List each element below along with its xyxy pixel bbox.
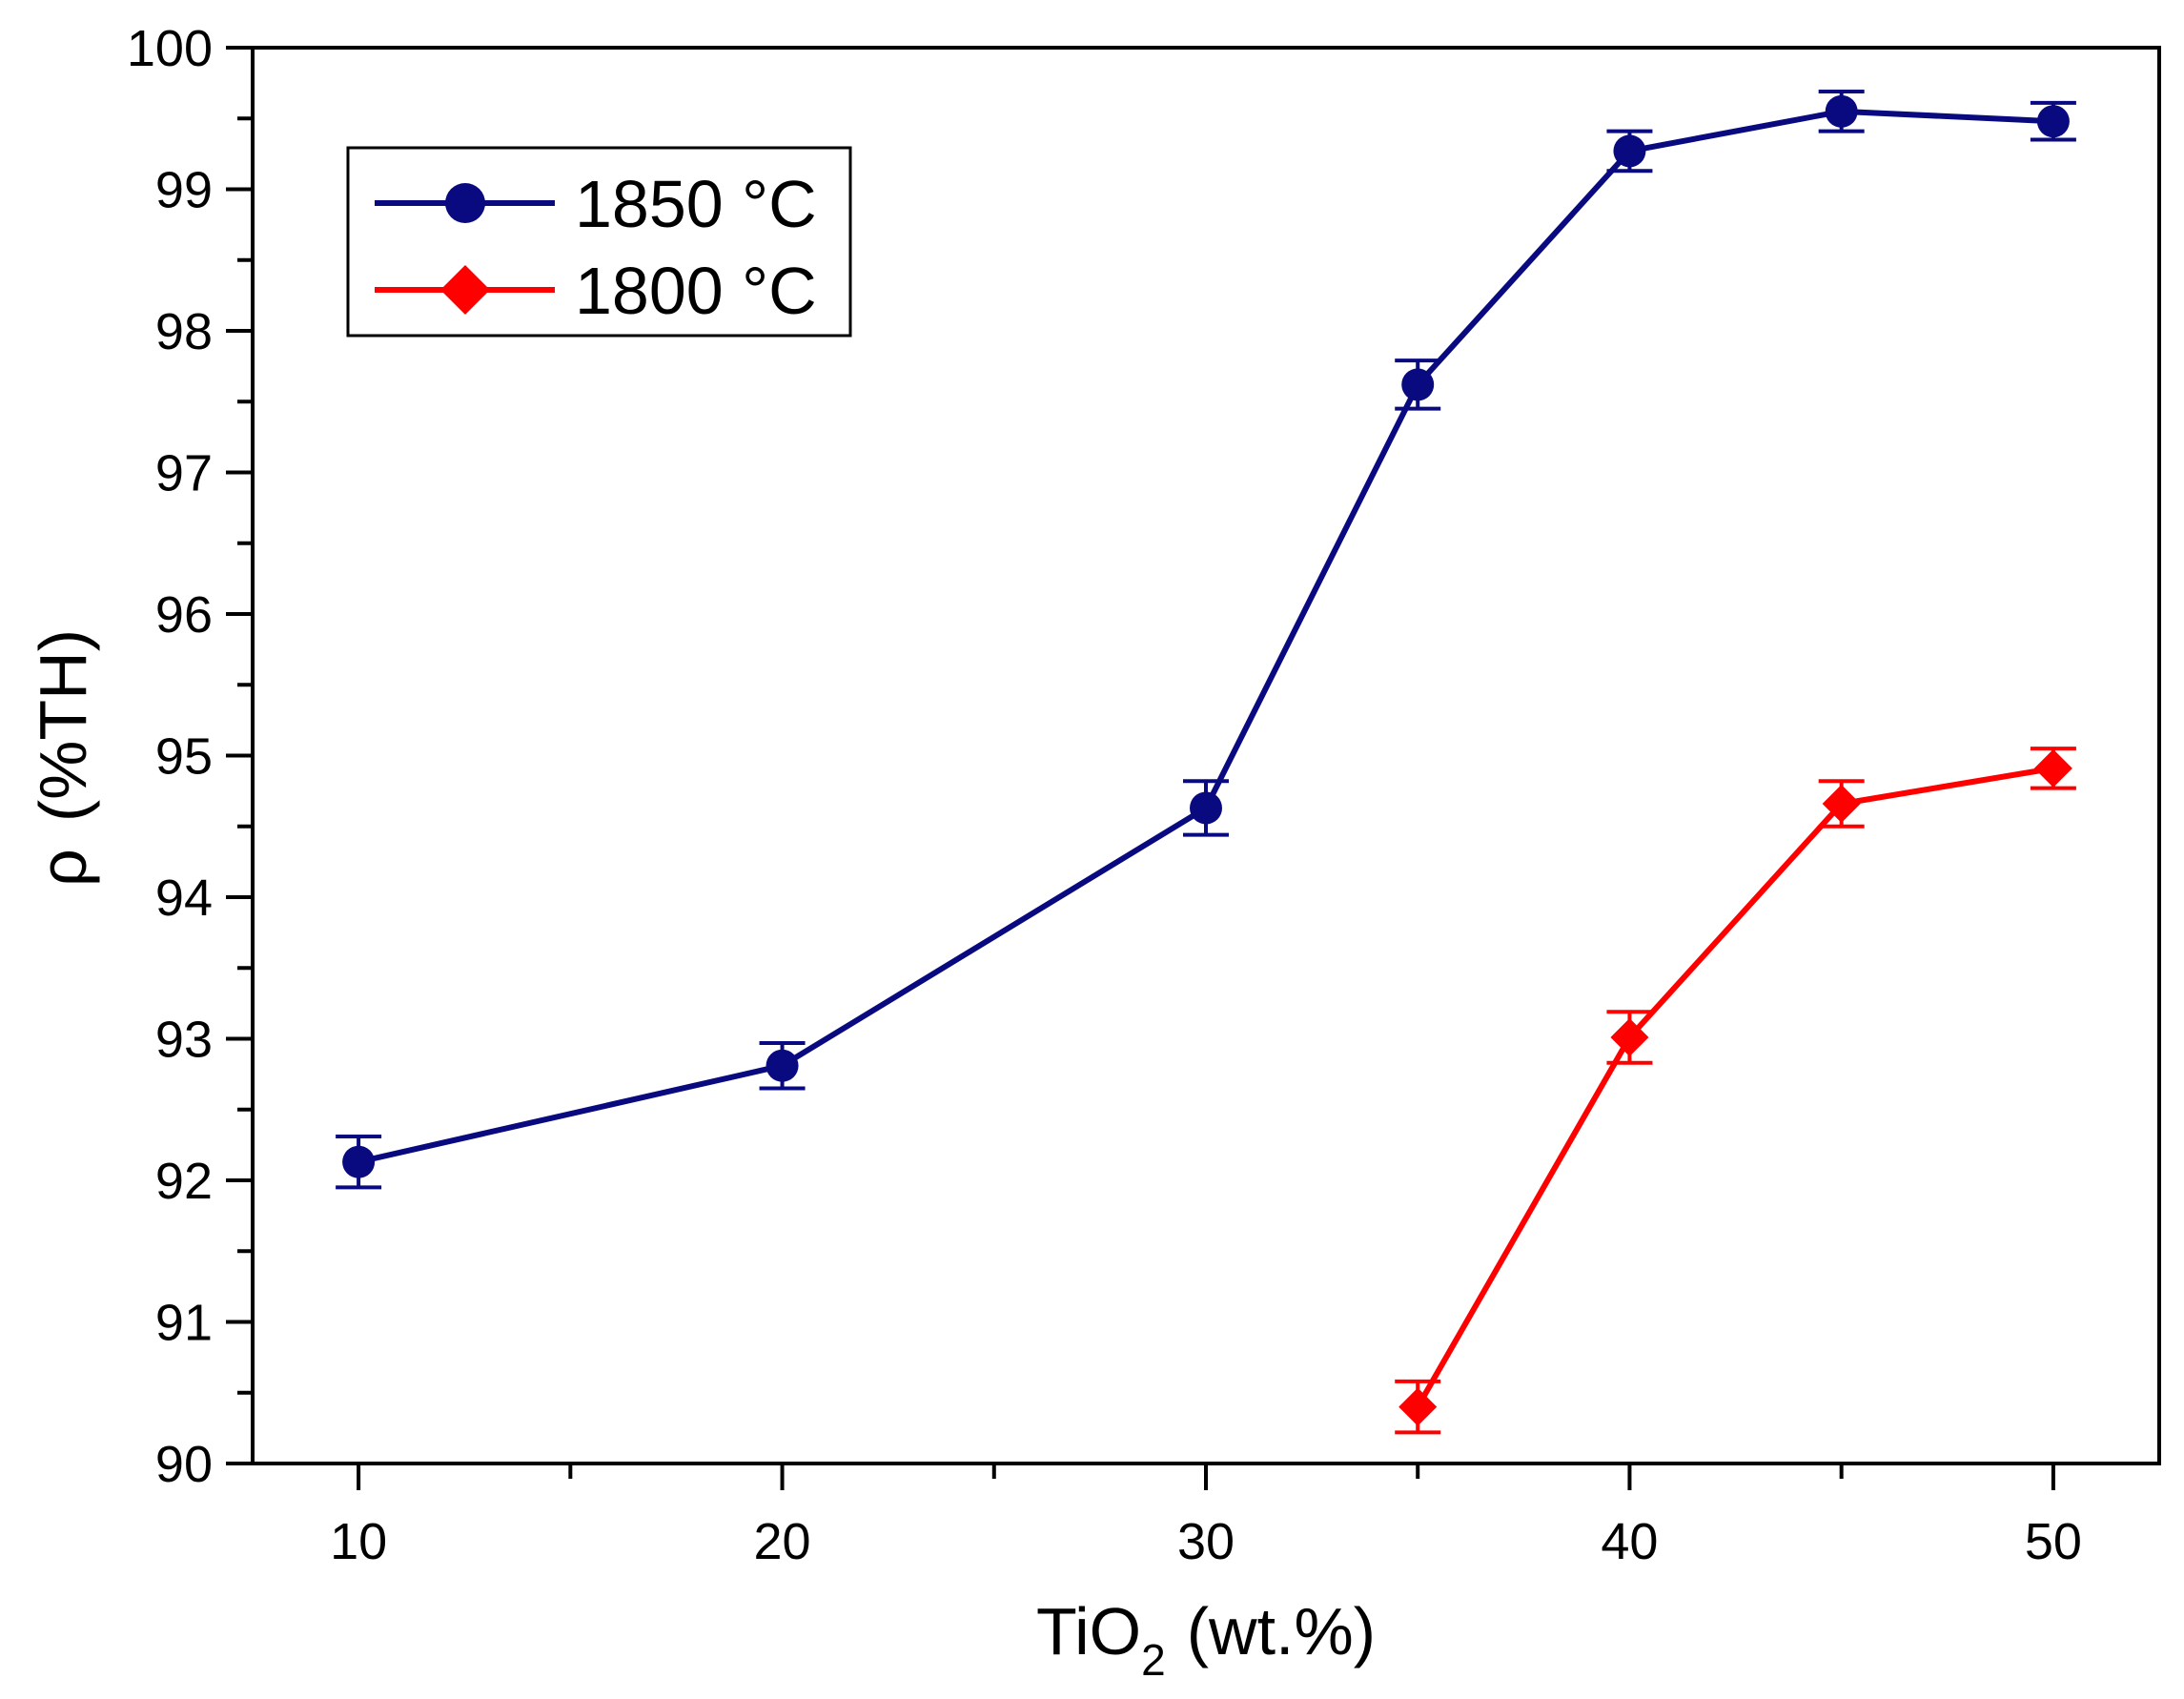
legend-label-1850: 1850 °C bbox=[575, 167, 817, 241]
legend-label-1800: 1800 °C bbox=[575, 254, 817, 328]
y-axis: 90 91 92 93 94 95 96 97 98 99 100 bbox=[127, 20, 253, 1493]
data-point bbox=[2033, 748, 2072, 788]
legend-box bbox=[346, 146, 852, 338]
series-1 bbox=[1395, 747, 2076, 1435]
y-tick-label: 100 bbox=[127, 20, 213, 77]
x-axis-title-unit: (wt.%) bbox=[1187, 1594, 1376, 1668]
data-point bbox=[1610, 1018, 1649, 1057]
data-point bbox=[1190, 791, 1222, 825]
data-point bbox=[1825, 94, 1858, 128]
x-axis: 10 20 30 40 50 bbox=[330, 1464, 2082, 1570]
x-tick-label: 30 bbox=[1177, 1513, 1235, 1570]
data-point bbox=[1613, 134, 1646, 168]
y-tick-label: 97 bbox=[155, 445, 213, 502]
x-axis-title-main: TiO bbox=[1036, 1594, 1141, 1668]
x-tick-label: 20 bbox=[754, 1513, 811, 1570]
y-axis-title: ρ (%TH) bbox=[26, 629, 100, 887]
y-tick-label: 95 bbox=[155, 728, 213, 786]
x-axis-title: TiO2 (wt.%) bbox=[1036, 1594, 1376, 1685]
series-line bbox=[1415, 765, 2054, 1409]
x-tick-label: 50 bbox=[2025, 1513, 2082, 1570]
data-point bbox=[342, 1145, 376, 1178]
legend: 1850 °C 1800 °C bbox=[346, 146, 852, 338]
y-axis-title-unit: (%TH) bbox=[26, 629, 100, 822]
data-point bbox=[765, 1049, 799, 1082]
data-point bbox=[1401, 368, 1435, 401]
series-layer bbox=[336, 90, 2076, 1435]
legend-marker-1850 bbox=[445, 183, 485, 223]
y-tick-label: 96 bbox=[155, 586, 213, 644]
legend-marker-1800 bbox=[440, 265, 490, 315]
y-tick-label: 92 bbox=[155, 1153, 213, 1210]
x-axis-title-subscript: 2 bbox=[1141, 1635, 1166, 1685]
x-tick-label: 40 bbox=[1601, 1513, 1658, 1570]
y-tick-label: 98 bbox=[155, 303, 213, 360]
y-tick-label: 93 bbox=[155, 1012, 213, 1069]
data-point bbox=[1398, 1387, 1438, 1426]
y-tick-label: 91 bbox=[155, 1295, 213, 1352]
x-tick-label: 10 bbox=[330, 1513, 387, 1570]
data-point bbox=[2036, 105, 2070, 138]
y-tick-label: 99 bbox=[155, 162, 213, 219]
series-0 bbox=[336, 90, 2076, 1190]
data-point bbox=[1822, 784, 1861, 823]
y-axis-title-symbol: ρ bbox=[26, 849, 100, 887]
y-tick-label: 90 bbox=[155, 1436, 213, 1493]
y-tick-label: 94 bbox=[155, 870, 213, 927]
